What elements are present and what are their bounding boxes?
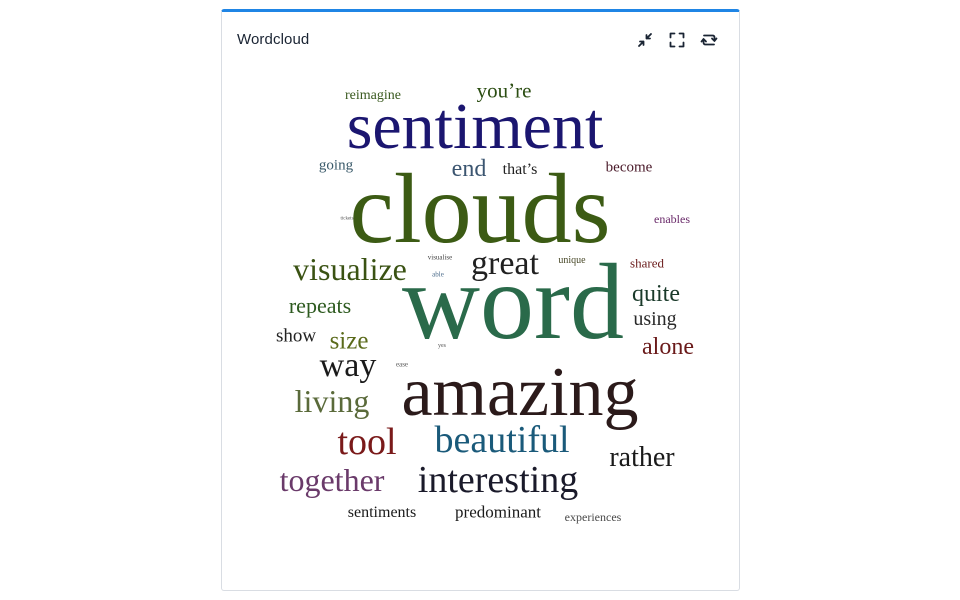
word-11: great	[471, 245, 539, 282]
word-12: visualise	[427, 253, 453, 262]
word-6: become	[605, 159, 653, 176]
word-15: shared	[630, 255, 664, 271]
word-5: that’s	[502, 161, 538, 178]
wordcloud-panel: Wordcloud reimagine you’re sen	[221, 9, 740, 591]
word-16: repeats	[288, 293, 352, 318]
panel-toolbar	[635, 30, 719, 50]
word-27: living	[294, 383, 370, 419]
refresh-button[interactable]	[699, 30, 719, 50]
word-1: you’re	[476, 78, 532, 103]
word-cloud: reimagine you’re sentiment going end that’s be…	[222, 12, 741, 594]
word-25: ease	[395, 360, 409, 369]
word-29: beautiful	[434, 419, 570, 461]
word-26: amazing	[401, 354, 639, 431]
fullscreen-button[interactable]	[667, 30, 687, 50]
word-10: visualize	[293, 251, 407, 287]
word-30: rather	[609, 442, 675, 473]
word-22: using	[633, 308, 677, 330]
word-20: size	[329, 327, 369, 355]
word-21: yes	[438, 343, 446, 349]
word-17: word	[402, 243, 624, 362]
word-23: alone	[642, 334, 694, 360]
expand-icon	[669, 32, 685, 48]
panel-title: Wordcloud	[237, 31, 310, 48]
refresh-icon	[700, 34, 718, 46]
word-35: experiences	[564, 510, 622, 524]
collapse-icon	[638, 33, 652, 47]
word-7: clouds	[349, 153, 611, 264]
word-14: unique	[558, 255, 586, 266]
word-13: able	[432, 270, 444, 279]
word-33: sentiments	[347, 504, 417, 521]
collapse-button[interactable]	[635, 30, 655, 50]
word-31: together	[279, 462, 385, 498]
word-32: interesting	[417, 459, 579, 501]
word-2: sentiment	[346, 90, 604, 163]
word-0: reimagine	[345, 88, 401, 103]
word-24: way	[319, 347, 377, 384]
word-3: going	[318, 157, 354, 174]
word-34: predominant	[455, 502, 541, 522]
word-28: tool	[337, 421, 397, 463]
word-9: enables	[654, 212, 690, 226]
word-4: end	[451, 156, 487, 182]
word-18: quite	[632, 281, 680, 307]
word-8: tickets	[340, 216, 354, 222]
word-19: show	[275, 325, 317, 347]
